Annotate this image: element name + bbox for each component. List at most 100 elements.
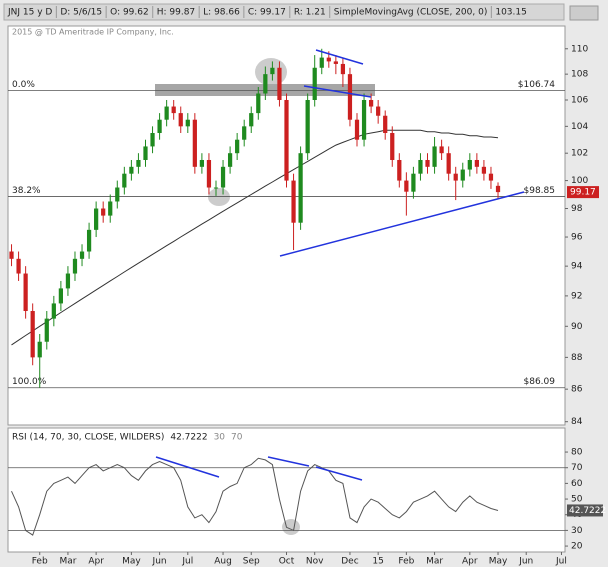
candle-body [72, 258, 78, 274]
candle-body [115, 187, 120, 202]
x-tick-label: Jul [555, 557, 567, 567]
trend-line [279, 191, 525, 257]
x-tick-label: Apr [88, 557, 104, 567]
candle-body [263, 74, 268, 94]
candle-body [291, 180, 296, 223]
rsi-level-readout: 30 [214, 433, 226, 443]
candle-body [185, 119, 190, 127]
candle-body [150, 133, 155, 147]
candle-body [354, 119, 360, 140]
y-tick-label: 98 [571, 204, 583, 214]
header-field: 103.15 [495, 8, 527, 18]
candle-body [51, 303, 56, 319]
candle-body [446, 153, 451, 174]
candle-body [460, 169, 465, 181]
x-tick-label: Oct [279, 557, 295, 567]
candle-body [192, 119, 197, 167]
candle-body [242, 126, 247, 140]
candle-body [94, 208, 99, 230]
x-tick-label: Jul [181, 557, 193, 567]
candle-body [108, 201, 113, 216]
trend-line [303, 85, 372, 98]
candle-body [298, 153, 303, 223]
candle-body [37, 341, 42, 358]
candle-body [347, 74, 353, 120]
candle-body [44, 318, 49, 342]
candle-body [432, 146, 437, 167]
y-tick-label: 108 [571, 70, 588, 80]
candle-body [425, 159, 430, 167]
candle-body [213, 187, 219, 189]
candle-body [143, 146, 148, 160]
y-tick-label: 104 [571, 122, 588, 132]
candle-body [235, 139, 240, 154]
candle-body [277, 67, 282, 100]
header-field: R: 1.21 [294, 8, 326, 18]
trend-line [315, 466, 363, 481]
candle-body [467, 159, 472, 170]
candle-body [453, 173, 458, 181]
header-bar [3, 3, 565, 21]
candle-body [284, 99, 289, 181]
candle-body [340, 63, 346, 75]
candle-body [312, 67, 317, 100]
candle-body [206, 159, 212, 188]
settings-icon[interactable] [569, 5, 599, 21]
y-tick-label: 70 [571, 463, 583, 473]
candle-body [30, 311, 35, 358]
candle-body [171, 106, 176, 114]
candle-body [199, 159, 205, 167]
candle-body [9, 251, 14, 259]
header-field: SimpleMovingAvg (CLOSE, 200, 0) [334, 8, 488, 18]
x-tick-label: 15 [372, 557, 383, 567]
candle-body [495, 185, 501, 193]
candle-body [136, 159, 141, 167]
rsi-readout: 42.7222 [170, 433, 207, 443]
x-tick-label: Jun [518, 557, 533, 567]
last-price: 99.17 [570, 188, 596, 198]
header-field: C: 99.17 [248, 8, 286, 18]
candle-body [249, 113, 254, 127]
y-tick-label: 20 [571, 542, 583, 552]
candle-body [361, 99, 367, 140]
x-tick-label: Mar [426, 557, 443, 567]
y-tick-label: 50 [571, 495, 583, 505]
x-tick-label: Jun [152, 557, 167, 567]
x-tick-label: Sep [243, 557, 260, 567]
candle-body [58, 288, 63, 304]
x-tick-label: Nov [306, 557, 324, 567]
candle-body [488, 173, 494, 181]
y-tick-label: 110 [571, 44, 588, 54]
candle-body [65, 273, 71, 289]
candle-body [305, 99, 310, 154]
rsi-value-box [567, 504, 603, 517]
candle-body [333, 61, 338, 64]
candle-body [79, 251, 85, 259]
x-tick-label: Apr [462, 557, 478, 567]
rsi-level-readout: 70 [231, 433, 243, 443]
rsi-value: 42.7222 [569, 506, 606, 516]
fib-label: 0.0% [12, 80, 35, 90]
candle-body [383, 115, 388, 134]
candle-body [397, 159, 402, 181]
y-tick-label: 92 [571, 291, 582, 301]
x-tick-label: Mar [59, 557, 76, 567]
last-price-box [567, 186, 599, 199]
fib-price-label: $86.09 [524, 377, 556, 387]
copyright: 2015 @ TD Ameritrade IP Company, Inc. [12, 28, 174, 37]
candle-body [86, 229, 92, 252]
fib-label: 38.2% [12, 186, 41, 196]
candle-body [439, 146, 444, 154]
trend-line [315, 49, 364, 65]
x-tick-label: Aug [214, 557, 232, 567]
header: JNJ 15 y D D: 5/6/15 O: 99.62 H: 99.87 L: 98… [7, 6, 527, 18]
trend-line [267, 456, 310, 467]
header-field: JNJ 15 y D [7, 8, 52, 18]
fib-price-label: $98.85 [524, 186, 556, 196]
candle-body [368, 99, 374, 107]
candle-body [270, 67, 275, 75]
header-field: H: 99.87 [157, 8, 195, 18]
x-tick-label: Dec [341, 557, 358, 567]
candle-body [474, 159, 479, 167]
fib-label: 100.0% [12, 377, 47, 387]
